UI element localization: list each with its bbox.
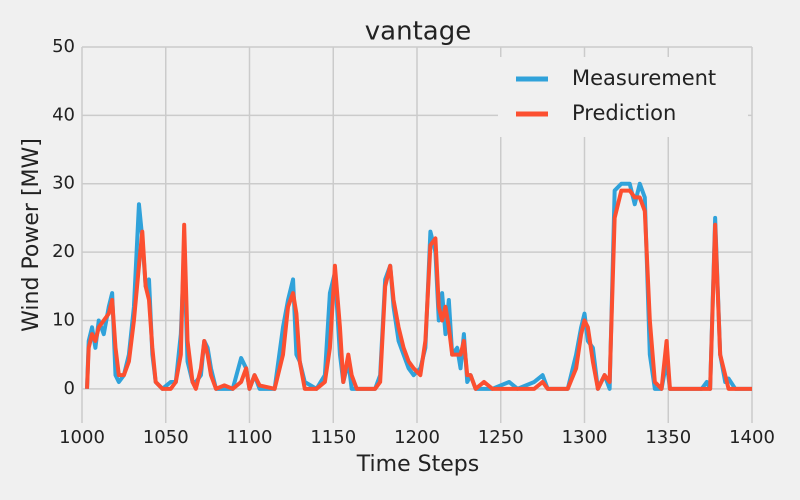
legend: Measurement Prediction [498, 57, 748, 137]
x-tick-label: 1050 [143, 427, 189, 448]
x-tick-label: 1400 [729, 427, 775, 448]
x-axis-label: Time Steps [356, 452, 479, 477]
x-tick-label: 1150 [310, 427, 356, 448]
legend-box [498, 57, 748, 137]
y-tick-label: 50 [52, 36, 75, 57]
y-tick-label: 0 [64, 378, 75, 399]
x-tick-label: 1000 [59, 427, 105, 448]
y-axis-label: Wind Power [MW] [19, 138, 44, 332]
x-tick-label: 1250 [478, 427, 524, 448]
data-line [85, 188, 752, 391]
legend-label: Prediction [572, 101, 676, 125]
y-tick-label: 30 [52, 173, 75, 194]
x-tick-label: 1350 [645, 427, 691, 448]
x-tick-label: 1200 [394, 427, 440, 448]
x-tick-label: 1300 [562, 427, 608, 448]
y-tick-label: 40 [52, 104, 75, 125]
y-tick-label: 20 [52, 241, 75, 262]
legend-label: Measurement [572, 66, 716, 90]
y-tick-label: 10 [52, 309, 75, 330]
x-tick-label: 1100 [227, 427, 273, 448]
chart-title: vantage [365, 17, 471, 47]
